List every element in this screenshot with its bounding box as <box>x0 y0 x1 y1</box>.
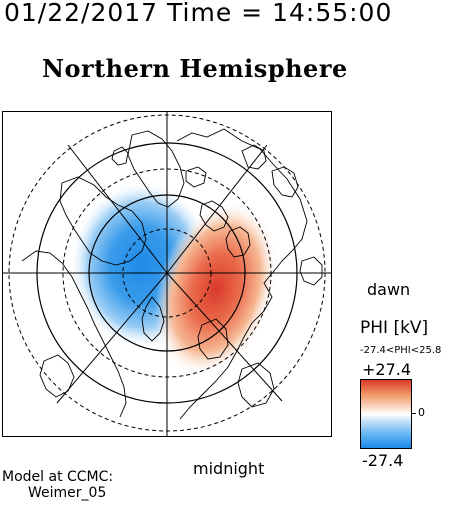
polar-map <box>2 111 332 437</box>
header-time: 14:55:00 <box>272 0 393 27</box>
header-timestamp: 01/22/2017 Time = 14:55:00 <box>4 0 392 27</box>
credit-line-1: Model at CCMC: <box>2 469 114 485</box>
colorbar <box>360 379 412 449</box>
colorbar-range: -27.4<PHI<25.8 <box>360 345 442 356</box>
map-title: Northern Hemisphere <box>42 54 348 83</box>
colorbar-zero-label: 0 <box>418 406 425 419</box>
colorbar-max-label: +27.4 <box>362 360 412 379</box>
coastlines <box>21 128 323 420</box>
credit-line-2: Weimer_05 <box>28 485 107 501</box>
header-date: 01/22/2017 <box>4 0 159 27</box>
midnight-label: midnight <box>193 459 265 478</box>
meridian-lines <box>2 111 332 437</box>
colorbar-title: PHI [kV] <box>360 318 429 338</box>
colorbar-zero-tick <box>412 413 416 414</box>
dawn-label: dawn <box>367 280 411 299</box>
colorbar-min-label: -27.4 <box>362 451 404 470</box>
model-credit: Model at CCMC: Weimer_05 <box>2 469 113 501</box>
header-time-label: Time = <box>167 0 264 27</box>
